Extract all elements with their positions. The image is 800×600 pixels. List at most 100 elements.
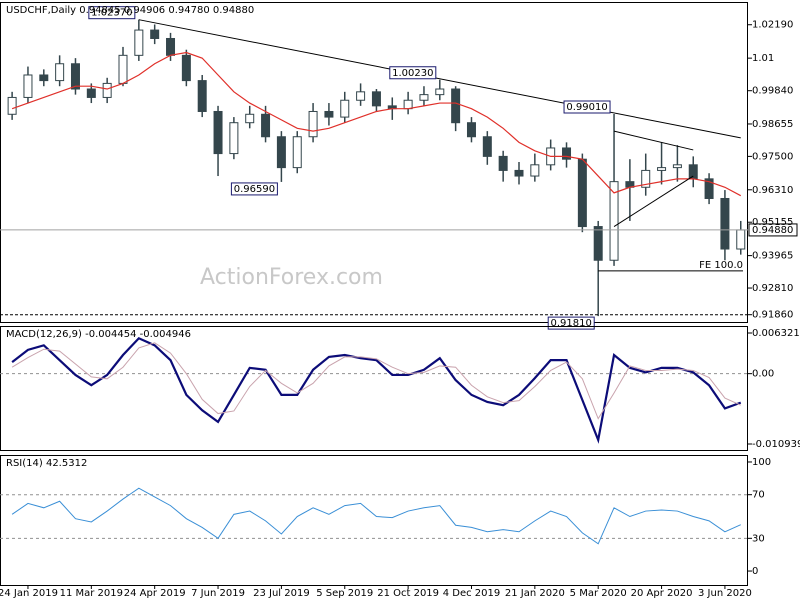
candle-body bbox=[39, 74, 49, 82]
indicator-line bbox=[11, 487, 741, 545]
candle-body bbox=[498, 155, 508, 171]
panel-frame bbox=[0, 455, 748, 586]
candle-body bbox=[7, 96, 17, 115]
price-label-box bbox=[230, 182, 278, 196]
y-tick-label: 0.006321 bbox=[752, 328, 800, 339]
trendline bbox=[613, 130, 694, 151]
candle-body bbox=[530, 164, 540, 177]
y-tick-label: 0.91860 bbox=[752, 310, 793, 321]
indicator-line bbox=[11, 336, 742, 444]
candle-body bbox=[229, 122, 239, 155]
price-label: 1.00230 bbox=[392, 68, 433, 79]
candle-body bbox=[371, 91, 381, 107]
candle-body bbox=[435, 88, 445, 96]
y-tick-label: 1.01 bbox=[752, 53, 774, 64]
y-tick-label: -0.010939 bbox=[752, 439, 800, 450]
candle-body bbox=[356, 91, 366, 101]
price-label: 1.02370 bbox=[91, 8, 132, 19]
x-tick-label: 11 Mar 2019 bbox=[60, 588, 123, 599]
candle-body bbox=[720, 197, 730, 250]
y-tick-label: 70 bbox=[752, 490, 765, 501]
y-tick-label: 100 bbox=[752, 457, 771, 468]
candle-body bbox=[181, 54, 191, 82]
x-tick-label: 23 Jul 2019 bbox=[253, 588, 310, 599]
candle-body bbox=[86, 88, 96, 98]
trendline bbox=[138, 19, 741, 139]
panel-title: MACD(12,26,9) -0.004454 -0.004946 bbox=[6, 329, 191, 340]
y-tick-label: 0.93965 bbox=[752, 251, 793, 262]
candle-body bbox=[150, 29, 160, 39]
candle-body bbox=[292, 136, 302, 169]
x-tick-label: 21 Jan 2020 bbox=[505, 588, 565, 599]
panel-title: USDCHF,Daily 0.94845 0.94906 0.94780 0.9… bbox=[6, 5, 254, 16]
y-tick-label: 0.00 bbox=[752, 369, 774, 380]
panel-frame bbox=[0, 326, 748, 451]
candle-body bbox=[213, 110, 223, 155]
y-tick-label: 0.97500 bbox=[752, 151, 793, 162]
candle-body bbox=[466, 122, 476, 138]
x-tick-label: 5 Mar 2020 bbox=[570, 588, 627, 599]
price-label-box bbox=[563, 100, 611, 114]
candle-body bbox=[276, 136, 286, 169]
x-tick-label: 7 Jun 2019 bbox=[191, 588, 245, 599]
candle-body bbox=[577, 158, 587, 228]
panel-frame bbox=[0, 2, 748, 323]
candle-body bbox=[609, 181, 619, 261]
y-tick-label: 0 bbox=[752, 566, 758, 577]
candle-body bbox=[324, 110, 334, 118]
fe-label: FE 100.0 bbox=[699, 260, 743, 271]
candle-body bbox=[134, 29, 144, 56]
trendline bbox=[613, 175, 694, 227]
y-tick-label: 0.96310 bbox=[752, 185, 793, 196]
candle-body bbox=[641, 169, 651, 188]
y-tick-label: 0.92810 bbox=[752, 283, 793, 294]
candle-body bbox=[514, 169, 524, 177]
price-label: 0.99010 bbox=[566, 102, 607, 113]
candle-body bbox=[118, 54, 128, 84]
moving-average bbox=[11, 51, 742, 197]
candle-body bbox=[70, 63, 80, 90]
x-tick-label: 20 Apr 2020 bbox=[631, 588, 693, 599]
y-tick-label: 0.95155 bbox=[752, 217, 793, 228]
price-label-box bbox=[389, 66, 437, 80]
candle-body bbox=[451, 88, 461, 124]
watermark: ActionForex.com bbox=[200, 265, 383, 290]
indicator-line bbox=[11, 342, 741, 420]
candle-body bbox=[672, 164, 682, 169]
x-tick-label: 5 Sep 2019 bbox=[316, 588, 373, 599]
candle-body bbox=[419, 94, 429, 101]
candle-body bbox=[197, 80, 207, 112]
y-tick-label: 0.98655 bbox=[752, 119, 793, 130]
price-label: 0.91810 bbox=[551, 318, 592, 329]
candle-body bbox=[704, 178, 714, 199]
candle-body bbox=[245, 113, 255, 124]
y-tick-label: 1.02190 bbox=[752, 20, 793, 31]
candle-body bbox=[308, 110, 318, 138]
price-label-box bbox=[88, 6, 136, 20]
candle-body bbox=[736, 229, 746, 250]
panel-title: RSI(14) 42.5312 bbox=[6, 458, 87, 469]
x-tick-label: 4 Dec 2019 bbox=[443, 588, 501, 599]
candle-body bbox=[562, 147, 572, 160]
candle-body bbox=[166, 37, 176, 56]
candle-body bbox=[55, 63, 65, 82]
candle-body bbox=[403, 99, 413, 110]
last-price-box bbox=[748, 223, 798, 237]
candle-body bbox=[23, 74, 33, 98]
price-label: 0.96590 bbox=[234, 184, 275, 195]
candle-body bbox=[102, 82, 112, 98]
last-price-label: 0.94880 bbox=[752, 225, 793, 236]
y-tick-label: 30 bbox=[752, 533, 765, 544]
x-tick-label: 21 Oct 2019 bbox=[377, 588, 439, 599]
candle-body bbox=[261, 113, 271, 138]
x-tick-label: 24 Apr 2019 bbox=[124, 588, 186, 599]
candle-body bbox=[593, 226, 603, 261]
candle-body bbox=[657, 167, 667, 171]
x-tick-label: 24 Jan 2019 bbox=[0, 588, 58, 599]
y-tick-label: 0.99840 bbox=[752, 86, 793, 97]
candle-body bbox=[482, 136, 492, 157]
candle-body bbox=[688, 164, 698, 180]
x-tick-label: 3 Jun 2020 bbox=[698, 588, 752, 599]
